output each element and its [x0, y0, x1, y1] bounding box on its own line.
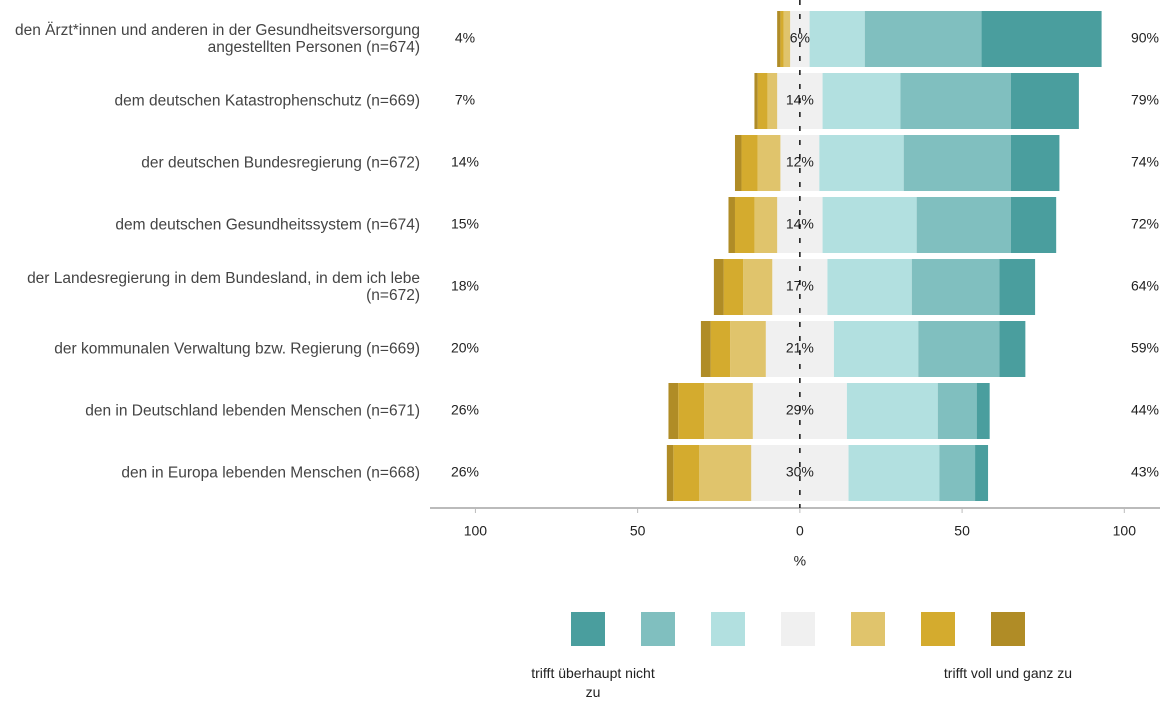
bar-segment [864, 11, 982, 67]
x-tick-label: 0 [796, 523, 804, 539]
bar-segment [666, 445, 674, 501]
bar-segment [900, 73, 1011, 129]
category-label: der deutschen Bundesregierung (n=672) [141, 154, 420, 172]
legend-swatch [711, 612, 745, 646]
bar-segment [1010, 197, 1057, 253]
bar-segment [734, 197, 755, 253]
left-total-label: 20% [451, 340, 479, 356]
category-label: den Ärzt*innen und anderen in der Gesund… [15, 22, 420, 56]
bar-segment [728, 197, 735, 253]
bar-segment [700, 321, 711, 377]
bar-segment [833, 321, 919, 377]
bar-segment [911, 259, 1000, 315]
bar-segment [819, 135, 904, 191]
bar-segment [999, 321, 1026, 377]
neutral-label: 21% [786, 340, 814, 356]
bar-segment [822, 73, 901, 129]
bar-segment [981, 11, 1102, 67]
right-total-label: 79% [1131, 92, 1159, 108]
right-total-label: 44% [1131, 402, 1159, 418]
bar-segment [767, 73, 778, 129]
bar-segment [710, 321, 731, 377]
category-label: dem deutschen Katastrophenschutz (n=669) [114, 92, 420, 110]
bar-segment [730, 321, 766, 377]
bar-segment [939, 445, 976, 501]
bar-segment [777, 11, 781, 67]
bar-segment [741, 135, 758, 191]
bar-segment [975, 445, 989, 501]
category-label: der kommunalen Verwaltung bzw. Regierung… [54, 340, 420, 358]
left-total-label: 4% [455, 30, 475, 46]
right-total-label: 90% [1131, 30, 1159, 46]
bar-segment [976, 383, 990, 439]
x-tick-label: 50 [630, 523, 646, 539]
legend-label: trifft voll und ganz zu [943, 665, 1073, 681]
bar-segment [903, 135, 1011, 191]
right-total-label: 43% [1131, 464, 1159, 480]
bar-segment [754, 197, 778, 253]
bar-segment [678, 383, 705, 439]
category-label: dem deutschen Gesundheitssystem (n=674) [115, 216, 420, 234]
bar-segment [743, 259, 773, 315]
legend-label: trifft überhaupt nicht zu [531, 665, 655, 700]
category-label: der Landesregierung in dem Bundesland, i… [27, 270, 420, 304]
left-total-label: 26% [451, 464, 479, 480]
x-tick-label: 100 [1113, 523, 1137, 539]
bar-segment [1010, 73, 1079, 129]
neutral-label: 14% [786, 216, 814, 232]
legend-swatch [851, 612, 885, 646]
bar-segment [673, 445, 700, 501]
bar-segment [827, 259, 912, 315]
x-axis-label: % [794, 553, 806, 569]
bar-segment [848, 445, 940, 501]
neutral-label: 17% [786, 278, 814, 294]
bar-segment [780, 11, 784, 67]
left-total-label: 7% [455, 92, 475, 108]
right-total-label: 74% [1131, 154, 1159, 170]
bar-segment [668, 383, 679, 439]
bar-segment [723, 259, 744, 315]
bar-segment [822, 197, 917, 253]
legend-swatch [991, 612, 1025, 646]
left-total-label: 18% [451, 278, 479, 294]
neutral-label: 30% [786, 464, 814, 480]
right-total-label: 72% [1131, 216, 1159, 232]
right-total-label: 59% [1131, 340, 1159, 356]
left-total-label: 14% [451, 154, 479, 170]
x-tick-label: 100 [464, 523, 488, 539]
legend-swatch [781, 612, 815, 646]
bar-segment [999, 259, 1036, 315]
legend-swatch [921, 612, 955, 646]
legend-swatch [571, 612, 605, 646]
bar-segment [937, 383, 977, 439]
category-label: den in Europa lebenden Menschen (n=668) [121, 464, 420, 482]
left-total-label: 26% [451, 402, 479, 418]
bar-segment [757, 73, 768, 129]
right-total-label: 64% [1131, 278, 1159, 294]
neutral-label: 12% [786, 154, 814, 170]
x-tick-label: 50 [954, 523, 970, 539]
bar-segment [790, 11, 810, 67]
bar-segment [704, 383, 753, 439]
neutral-label: 6% [790, 30, 810, 46]
bar-segment [754, 73, 758, 129]
bar-segment [918, 321, 1000, 377]
bar-segment [809, 11, 865, 67]
bar-segment [916, 197, 1011, 253]
bar-segment [846, 383, 938, 439]
left-total-label: 15% [451, 216, 479, 232]
legend-swatch [641, 612, 675, 646]
bar-segment [783, 11, 791, 67]
bar-segment [734, 135, 742, 191]
bar-segment [1010, 135, 1060, 191]
category-label: den in Deutschland lebenden Menschen (n=… [85, 402, 420, 420]
bar-segment [757, 135, 781, 191]
bar-segment [713, 259, 724, 315]
bar-segment [699, 445, 752, 501]
